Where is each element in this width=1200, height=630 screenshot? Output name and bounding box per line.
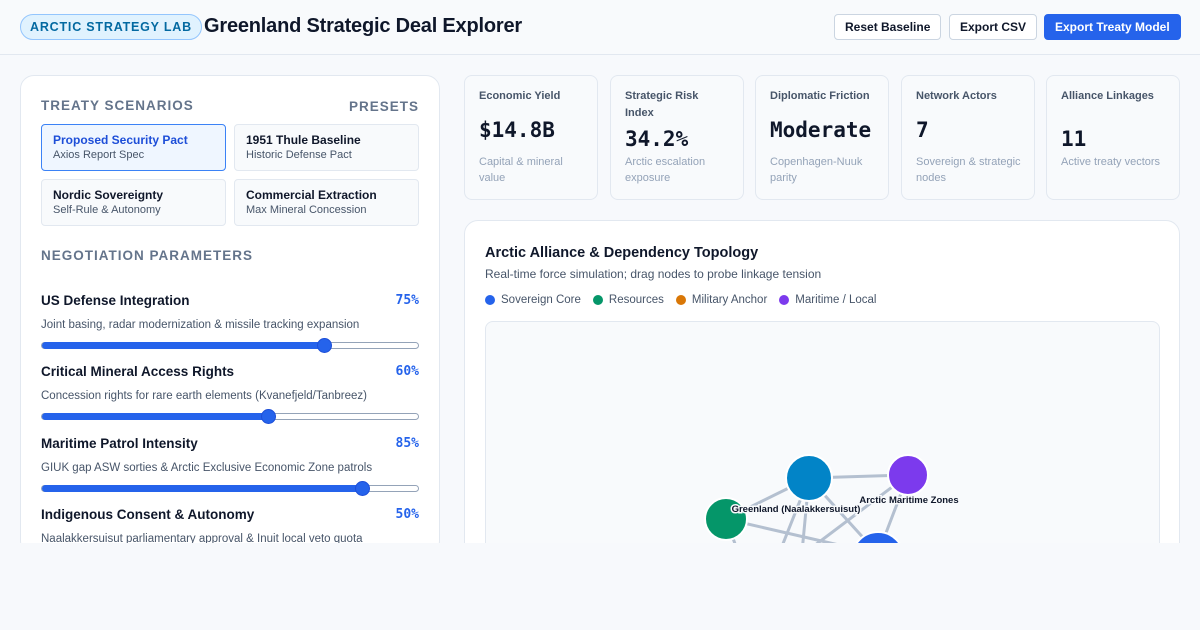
node-greenland[interactable] (785, 454, 833, 502)
kpi-label: Network Actors (916, 90, 997, 102)
param-description: Naalakkersuisut parliamentary approval &… (41, 533, 363, 545)
param-value: 50% (395, 507, 419, 522)
kpi-value: Moderate (770, 118, 872, 142)
treaty-scenarios-heading: TREATY SCENARIOS (41, 98, 194, 113)
kpi-strategic-risk-index: Strategic Risk Index 34.2% Arctic escala… (610, 75, 744, 200)
export-treaty-model-button[interactable]: Export Treaty Model (1044, 14, 1181, 40)
kpi-subtext: Sovereign & strategic nodes (916, 156, 1021, 184)
param-name: Critical Mineral Access Rights (41, 364, 235, 379)
kpi-value: $14.8B (479, 118, 555, 142)
maritime-patrol-intensity-slider[interactable] (41, 481, 419, 496)
legend-dot (485, 295, 495, 305)
legend-item: Sovereign Core (485, 294, 581, 306)
preset-subtitle: Self-Rule & Autonomy (53, 204, 161, 216)
kpi-label: Alliance Linkages (1061, 90, 1154, 102)
presets-label: PRESETS (348, 99, 419, 114)
topology-title: Arctic Alliance & Dependency Topology (485, 245, 759, 261)
slider-thumb[interactable] (260, 409, 276, 424)
slider-fill (42, 342, 324, 349)
topology-subtitle: Real-time force simulation; drag nodes t… (485, 267, 822, 281)
preset-title: 1951 Thule Baseline (246, 133, 361, 147)
edge (804, 473, 910, 554)
node-label: Greenland (Naalakkersuisut) (732, 504, 861, 515)
preset-subtitle: Historic Defense Pact (246, 149, 352, 161)
legend-dot (779, 295, 790, 305)
slider-fill (42, 485, 362, 492)
legend-item: Resources (592, 294, 664, 306)
brand-badge: ARCTIC STRATEGY LAB (20, 14, 202, 40)
preset-title: Commercial Extraction (246, 188, 377, 202)
node-arctic-maritime-zones[interactable] (887, 454, 929, 496)
controls-panel: TREATY SCENARIOS PRESETS Proposed Securi… (20, 75, 440, 555)
param-value: 60% (395, 364, 419, 379)
kpi-value: 7 (916, 118, 929, 142)
topology-card: Arctic Alliance & Dependency Topology Re… (464, 220, 1180, 580)
preset-title: Proposed Security Pact (53, 133, 188, 147)
kpi-alliance-linkages: Alliance Linkages 11 Active treaty vecto… (1046, 75, 1180, 200)
param-description: GIUK gap ASW sorties & Arctic Exclusive … (41, 462, 373, 474)
preset-nordic-sovereignty[interactable]: Nordic Sovereignty Self-Rule & Autonomy (41, 179, 226, 226)
legend-item: Military Anchor (675, 294, 768, 306)
param-value: 85% (395, 436, 419, 451)
legend-label: Sovereign Core (501, 294, 581, 306)
preset-commercial-extraction[interactable]: Commercial Extraction Max Mineral Conces… (234, 179, 419, 226)
slider-thumb[interactable] (317, 338, 332, 353)
slider-thumb[interactable] (354, 481, 370, 496)
kpi-label: Diplomatic Friction (770, 90, 870, 102)
legend-item: Maritime / Local (779, 294, 876, 306)
page-title: Greenland Strategic Deal Explorer (204, 15, 522, 37)
kpi-value: 34.2% (625, 127, 689, 151)
legend-dot (675, 295, 686, 305)
topology-graph: Greenland (Naalakkersuisut) Arctic Marit… (704, 454, 960, 579)
app-header: ARCTIC STRATEGY LAB Greenland Strategic … (0, 0, 1200, 55)
negotiation-parameters-heading: NEGOTIATION PARAMETERS (41, 248, 254, 263)
kpi-subtext: Active treaty vectors (1061, 156, 1161, 168)
kpi-diplomatic-friction: Diplomatic Friction Moderate Copenhagen-… (755, 75, 889, 200)
param-description: Concession rights for rare earth element… (41, 390, 367, 402)
export-csv-button[interactable]: Export CSV (949, 14, 1038, 40)
kpi-label: Economic Yield (479, 90, 561, 102)
us-defense-integration-slider[interactable] (41, 338, 419, 353)
preset-1951-thule-baseline[interactable]: 1951 Thule Baseline Historic Defense Pac… (234, 124, 419, 171)
param-name: Indigenous Consent & Autonomy (41, 507, 255, 522)
kpi-subtext: Arctic escalation exposure (625, 156, 706, 184)
param-name: US Defense Integration (41, 293, 190, 308)
preset-subtitle: Max Mineral Concession (246, 204, 367, 216)
legend-dot (592, 295, 603, 305)
legend-label: Military Anchor (691, 294, 768, 306)
kpi-economic-yield: Economic Yield $14.8B Capital & mineral … (464, 75, 598, 200)
kpi-label: Strategic Risk Index (625, 90, 699, 119)
slider-fill (42, 413, 268, 420)
topology-legend: Sovereign Core Resources Military Anchor… (485, 294, 876, 306)
node-resources[interactable] (704, 497, 748, 541)
preset-proposed-security-pact[interactable]: Proposed Security Pact Axios Report Spec (41, 124, 226, 171)
legend-label: Maritime / Local (795, 294, 877, 306)
legend-label: Resources (608, 294, 664, 306)
kpi-value: 11 (1061, 127, 1087, 151)
param-name: Maritime Patrol Intensity (41, 436, 198, 451)
param-value: 75% (395, 293, 419, 308)
preset-title: Nordic Sovereignty (53, 188, 164, 202)
param-description: Joint basing, radar modernization & miss… (41, 319, 360, 331)
kpi-subtext: Capital & mineral value (479, 156, 563, 184)
reset-baseline-button[interactable]: Reset Baseline (834, 14, 942, 40)
preset-subtitle: Axios Report Spec (53, 149, 145, 161)
node-label: Arctic Maritime Zones (859, 495, 958, 506)
kpi-network-actors: Network Actors 7 Sovereign & strategic n… (901, 75, 1035, 200)
topology-canvas[interactable]: Greenland (Naalakkersuisut) Arctic Marit… (485, 321, 1160, 579)
kpi-subtext: Copenhagen-Nuuk parity (770, 156, 863, 184)
viewport-bottom-area (0, 543, 1200, 630)
critical-mineral-access-slider[interactable] (41, 409, 419, 424)
